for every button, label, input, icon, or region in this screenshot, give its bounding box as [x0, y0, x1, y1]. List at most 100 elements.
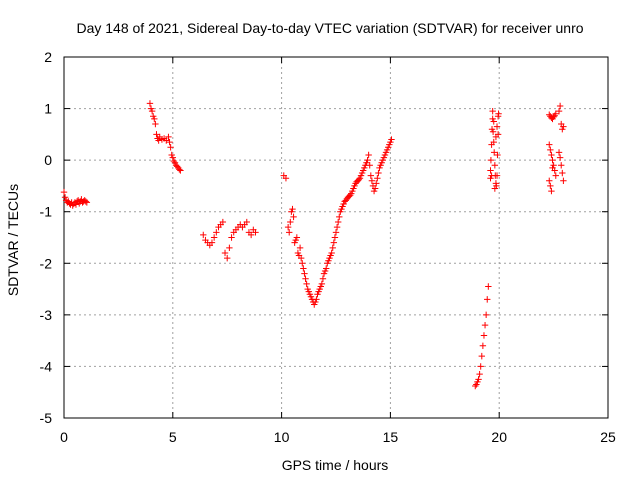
data-point — [329, 244, 336, 252]
data-point — [61, 194, 69, 201]
data-point — [83, 199, 91, 206]
data-point — [148, 107, 156, 115]
data-point — [552, 110, 559, 117]
data-point — [293, 234, 301, 241]
ticks: 0 5 10 15 20 25 -5 -4 -3 -2 -1 0 1 2 — [40, 49, 616, 445]
grid — [64, 57, 608, 418]
data-point — [318, 280, 326, 288]
x-axis-label: GPS time / hours — [282, 457, 389, 473]
data-point — [366, 162, 373, 169]
data-point — [282, 174, 290, 182]
data-point — [152, 120, 159, 128]
data-point — [548, 151, 555, 159]
data-point — [313, 296, 320, 303]
data-point — [328, 249, 335, 257]
data-point — [547, 182, 554, 190]
data-point — [82, 198, 89, 205]
data-point — [490, 118, 497, 125]
data-point — [555, 107, 563, 115]
data-point — [167, 144, 174, 151]
data-point — [489, 107, 496, 115]
data-point — [490, 149, 498, 156]
data-point — [368, 177, 376, 184]
data-point — [364, 156, 371, 164]
data-point — [480, 332, 488, 339]
data-point — [487, 167, 494, 174]
data-point — [330, 239, 338, 246]
y-tick-label: 1 — [44, 101, 52, 117]
data-point — [228, 234, 235, 241]
x-tick-label: 10 — [274, 429, 290, 445]
x-tick-label: 5 — [169, 429, 177, 445]
data-point — [213, 229, 220, 236]
x-tick-label: 20 — [491, 429, 507, 445]
y-axis-label: SDTVAR / TECUs — [5, 184, 21, 296]
data-point — [485, 283, 492, 290]
data-point — [165, 133, 172, 141]
y-tick-label: -3 — [40, 307, 53, 323]
data-point — [375, 169, 382, 177]
data-point — [475, 376, 482, 383]
data-point — [176, 166, 183, 173]
data-point — [243, 218, 250, 226]
data-point — [252, 229, 259, 236]
data-point — [303, 280, 310, 288]
data-point — [210, 234, 218, 241]
data-point — [166, 138, 173, 146]
data-point — [484, 296, 491, 303]
data-point — [336, 213, 343, 221]
data-point — [151, 115, 158, 123]
data-point — [177, 167, 184, 174]
data-point — [367, 172, 375, 179]
data-point — [472, 382, 479, 390]
data-point — [560, 123, 567, 130]
data-point — [333, 223, 341, 231]
y-tick-label: -2 — [40, 255, 53, 271]
data-point — [490, 138, 497, 146]
data-point — [556, 102, 564, 110]
data-point — [319, 275, 327, 282]
data-point — [479, 342, 487, 349]
data-point — [556, 154, 564, 161]
data-point — [491, 162, 499, 169]
data-point — [219, 218, 227, 226]
data-point — [552, 172, 559, 179]
data-point — [558, 162, 565, 169]
data-point — [200, 231, 207, 239]
data-point — [323, 265, 330, 272]
y-tick-label: -1 — [40, 204, 53, 220]
data-point — [296, 244, 304, 252]
x-tick-label: 25 — [600, 429, 616, 445]
data-point — [365, 151, 372, 159]
data-point — [493, 172, 501, 179]
data-point — [481, 321, 489, 329]
data-point — [547, 146, 554, 154]
data-point — [555, 149, 563, 156]
data-point — [155, 137, 162, 144]
data-point — [287, 218, 294, 226]
plot-frame — [63, 56, 609, 419]
data-point — [559, 169, 566, 177]
data-point — [332, 229, 340, 236]
data-point — [488, 172, 495, 179]
data-point — [371, 185, 379, 192]
y-tick-label: 2 — [44, 49, 52, 65]
data-point — [284, 223, 292, 231]
data-point — [146, 100, 154, 107]
data-point — [494, 113, 502, 120]
chart-title: Day 148 of 2021, Sidereal Day-to-day VTE… — [76, 20, 583, 36]
data-point — [299, 260, 306, 267]
data-point — [300, 265, 307, 272]
data-point — [487, 156, 495, 164]
data-point — [374, 174, 381, 182]
data-point — [331, 234, 339, 241]
data-point — [476, 370, 483, 378]
data-point — [388, 136, 395, 143]
data-point — [297, 254, 305, 262]
data-point — [286, 229, 293, 236]
data-point — [301, 270, 308, 277]
data-point — [247, 231, 255, 239]
data-point — [334, 218, 342, 226]
data-point — [169, 154, 176, 161]
